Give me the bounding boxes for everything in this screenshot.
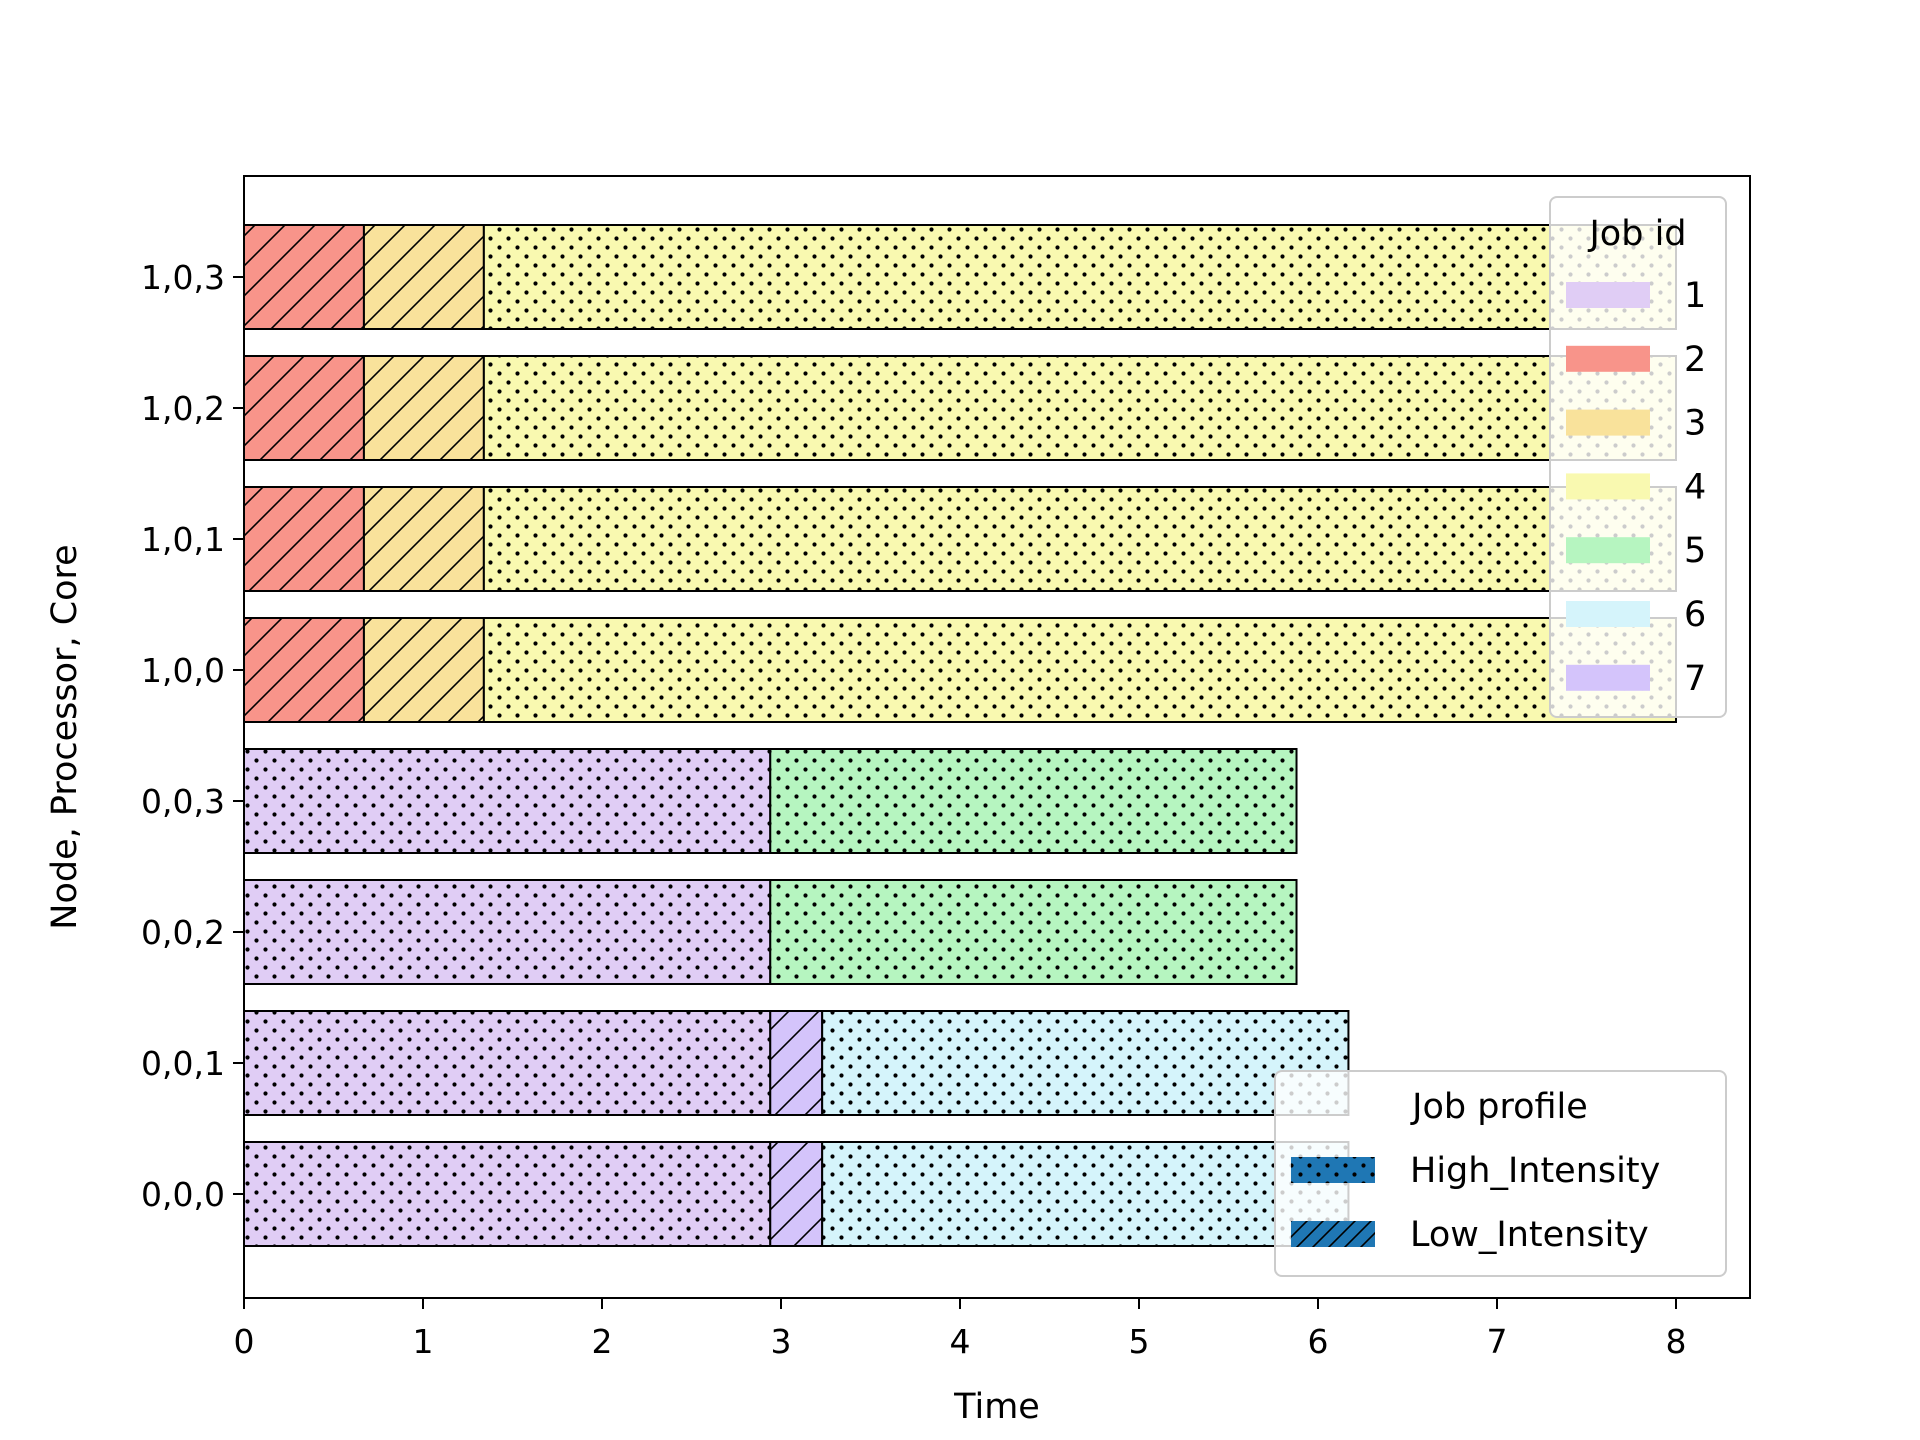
x-tick-label: 5 [1129, 1322, 1150, 1361]
x-axis-label: Time [953, 1387, 1040, 1427]
x-tick-label: 2 [592, 1322, 613, 1361]
bar-segment-job-4 [482, 486, 1677, 592]
bar-segment-job-2 [243, 224, 365, 330]
y-tick-label: 0,0,3 [141, 782, 225, 821]
bar-segment-job-3 [362, 355, 485, 461]
y-tick-label: 0,0,0 [141, 1175, 225, 1214]
plot-frame [243, 175, 1751, 1299]
y-axis: 0,0,0 0,0,1 0,0,2 0,0,3 1,0,0 1,0,1 1,0,2 1,0,3 [141, 258, 244, 1214]
x-tick-label: 0 [234, 1322, 255, 1361]
bar-segment-job-4 [482, 355, 1677, 461]
bar-segment-job-5 [769, 879, 1298, 985]
bar-segment-job-2 [243, 617, 365, 723]
bar-segment-job-1 [243, 1141, 772, 1247]
legend-swatch-high-intensity [1291, 1157, 1375, 1183]
y-tick-label: 0,0,2 [141, 913, 225, 952]
legend-swatch-low-intensity [1291, 1221, 1375, 1247]
y-tick-label: 1,0,0 [141, 651, 225, 690]
x-axis: 0 1 2 3 4 5 6 7 8 [234, 1298, 1687, 1361]
bar-segment-job-1 [243, 748, 772, 854]
y-tick-label: 1,0,1 [141, 520, 225, 559]
bar-segment-job-3 [362, 224, 485, 330]
legend-swatch-job-4 [1566, 473, 1650, 500]
legend-job-id-frame [1549, 196, 1727, 718]
x-tick-label: 7 [1487, 1322, 1508, 1361]
legend-label-job-2: 2 [1684, 340, 1706, 380]
y-tick-label: 0,0,1 [141, 1044, 225, 1083]
bar-segment-job-2 [243, 355, 365, 461]
legend-job-profile: Job profile High_Intensity Low_Intensity [1274, 1070, 1727, 1277]
bar-segment-job-1 [243, 1010, 772, 1116]
x-tick-label: 4 [950, 1322, 971, 1361]
legend-label-low-intensity: Low_Intensity [1410, 1215, 1649, 1255]
legend-swatch-job-5 [1566, 537, 1650, 564]
legend-swatch-job-7 [1566, 664, 1650, 691]
bar-segment-job-7 [769, 1010, 824, 1116]
bar-segment-job-3 [362, 486, 485, 592]
bar-segment-job-2 [243, 486, 365, 592]
legend-label-job-4: 4 [1684, 467, 1706, 507]
y-tick-label: 1,0,2 [141, 389, 225, 428]
bar-segment-job-4 [482, 224, 1677, 330]
legend-label-job-5: 5 [1684, 531, 1706, 571]
legend-label-high-intensity: High_Intensity [1410, 1151, 1660, 1191]
x-tick-label: 8 [1666, 1322, 1687, 1361]
bar-segment-job-6 [821, 1010, 1350, 1116]
bar-segment-job-6 [821, 1141, 1350, 1247]
x-tick-label: 6 [1308, 1322, 1329, 1361]
legend-swatch-job-6 [1566, 601, 1650, 627]
legend-job-profile-frame [1274, 1070, 1727, 1277]
legend-swatch-job-3 [1566, 409, 1650, 436]
legend-swatch-job-2 [1566, 345, 1650, 372]
legend-label-job-3: 3 [1684, 404, 1706, 444]
legend-label-job-6: 6 [1684, 595, 1706, 635]
bar-segment-job-3 [362, 617, 485, 723]
legend-job-id: Job id 1 2 3 4 5 6 7 [1549, 196, 1727, 718]
bar-segment-job-5 [769, 748, 1298, 854]
legend-job-profile-title: Job profile [1410, 1087, 1588, 1127]
bar-segment-job-7 [769, 1141, 824, 1247]
bar-segment-job-4 [482, 617, 1677, 723]
x-tick-label: 3 [771, 1322, 792, 1361]
x-tick-label: 1 [413, 1322, 434, 1361]
y-tick-label: 1,0,3 [141, 258, 225, 297]
legend-label-job-7: 7 [1684, 659, 1706, 699]
legend-label-job-1: 1 [1684, 276, 1706, 316]
legend-job-id-title: Job id [1587, 214, 1686, 254]
y-axis-label: Node, Processor, Core [45, 544, 85, 929]
legend-swatch-job-1 [1566, 282, 1650, 308]
bars-layer [243, 224, 1677, 1247]
bar-segment-job-1 [243, 879, 772, 985]
